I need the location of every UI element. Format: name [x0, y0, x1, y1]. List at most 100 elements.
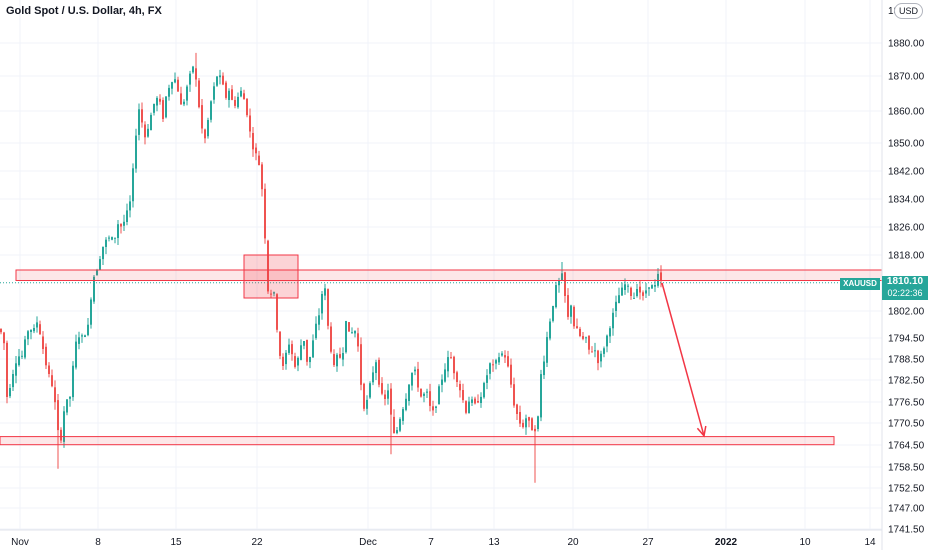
price-tick-label: 1747.00: [888, 504, 925, 515]
candle-body: [522, 422, 524, 428]
candle-body: [474, 398, 476, 404]
candle-body: [186, 86, 188, 101]
candle-body: [441, 379, 443, 385]
candle-body: [567, 295, 569, 317]
candle-body: [396, 430, 398, 434]
time-tick-label: 15: [170, 537, 182, 548]
candle-body: [45, 346, 47, 366]
candle-body: [444, 369, 446, 382]
candle-body: [561, 273, 563, 281]
candle-body: [276, 294, 278, 330]
candle-body: [66, 399, 68, 413]
breakdown-zone: [243, 254, 299, 299]
candle-body: [486, 375, 488, 383]
candle-body: [198, 80, 200, 108]
candle-body: [351, 332, 353, 334]
candle-body: [78, 337, 80, 344]
candle-body: [624, 284, 626, 290]
candle-body: [447, 357, 449, 372]
candle-body: [633, 297, 635, 299]
time-tick-label: 10: [799, 537, 811, 548]
candle-body: [60, 429, 62, 441]
candle-body: [96, 270, 98, 276]
projection-arrow-head: [696, 425, 707, 438]
candle-body: [240, 90, 242, 97]
candle-body: [543, 361, 545, 376]
time-tick-label: 27: [642, 537, 654, 548]
candle-body: [468, 401, 470, 414]
price-tick-label: 1802.00: [888, 307, 925, 318]
candle-body: [30, 329, 32, 332]
candle-body: [645, 290, 647, 294]
candle-body: [399, 419, 401, 431]
candle-body: [225, 82, 227, 98]
candle-body: [0, 329, 2, 333]
candle-body: [420, 388, 422, 397]
candle-body: [147, 128, 149, 137]
candle-body: [285, 352, 287, 365]
candle-body: [207, 120, 209, 137]
candle-body: [135, 135, 137, 169]
candle-body: [435, 406, 437, 408]
candle-body: [504, 355, 506, 358]
candle-body: [111, 237, 113, 240]
candle-body: [234, 100, 236, 106]
candle-body: [216, 76, 218, 86]
candle-body: [153, 103, 155, 113]
candle-body: [432, 406, 434, 411]
candle-body: [123, 221, 125, 226]
candle-body: [354, 330, 356, 334]
candle-body: [630, 287, 632, 296]
candle-body: [264, 188, 266, 239]
candle-body: [576, 326, 578, 329]
candle-body: [627, 285, 629, 287]
price-tick-label: 1741.50: [888, 525, 925, 536]
candle-body: [201, 105, 203, 129]
candle-body: [600, 353, 602, 362]
candle-body: [243, 93, 245, 100]
drawings[interactable]: [0, 254, 883, 446]
candle-body: [327, 289, 329, 326]
candle-body: [309, 357, 311, 363]
candle-body: [516, 404, 518, 414]
candle-body: [438, 386, 440, 405]
candle-body: [477, 401, 479, 403]
candle-body: [282, 356, 284, 366]
currency-badge[interactable]: USD: [894, 3, 924, 19]
candle-body: [21, 355, 23, 357]
candle-body: [510, 364, 512, 385]
candle-body: [246, 98, 248, 116]
candle-body: [417, 368, 419, 388]
candle-body: [270, 293, 272, 295]
candle-body: [48, 365, 50, 374]
candle-body: [195, 68, 197, 80]
candle-body: [75, 341, 77, 368]
candle-body: [114, 237, 116, 239]
candle-body: [39, 324, 41, 335]
candle-body: [489, 363, 491, 374]
candle-body: [141, 109, 143, 123]
price-tick-label: 1834.00: [888, 195, 925, 206]
time-tick-label: 7: [428, 537, 434, 548]
candle-body: [618, 295, 620, 304]
candle-body: [129, 201, 131, 211]
candle-body: [519, 412, 521, 424]
time-tick-label: 22: [251, 537, 263, 548]
candle-body: [159, 98, 161, 102]
candle-body: [378, 359, 380, 385]
candle-body: [495, 360, 497, 364]
candle-body: [639, 286, 641, 293]
candle-body: [63, 411, 65, 442]
candle-body: [537, 416, 539, 429]
candle-body: [360, 344, 362, 385]
candle-body: [573, 306, 575, 327]
candle-body: [12, 374, 14, 388]
candle-body: [27, 331, 29, 340]
resistance-zone: [15, 269, 883, 281]
candle-body: [615, 301, 617, 311]
candle-body: [183, 101, 185, 105]
candle-body: [210, 101, 212, 120]
candle-body: [375, 362, 377, 373]
